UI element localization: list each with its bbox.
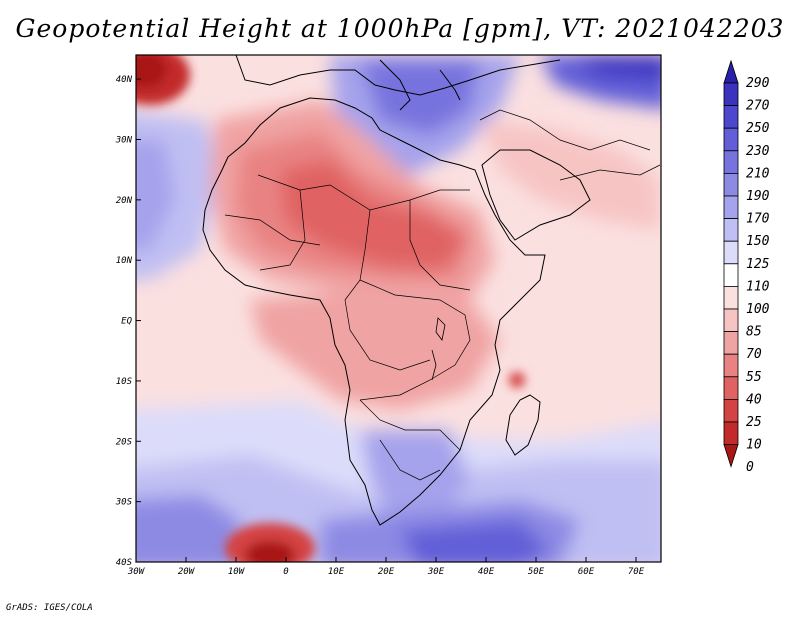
colorbar-label: 250 <box>746 121 770 136</box>
colorbar-segment <box>723 150 739 174</box>
lat-label: 10N <box>116 256 133 266</box>
colorbar-label: 290 <box>746 76 770 91</box>
colorbar-label: 85 <box>746 325 762 340</box>
lon-label: 10W <box>228 567 246 577</box>
lat-label: 20N <box>116 196 133 206</box>
lon-label: 30W <box>127 567 146 577</box>
colorbar-segment <box>723 285 739 310</box>
colorbar-segment <box>723 398 739 423</box>
lon-label: 10E <box>328 567 345 577</box>
height-field <box>136 55 661 562</box>
lat-label: 40N <box>116 75 133 85</box>
lat-label: 10S <box>116 377 133 387</box>
lon-label: 20E <box>378 567 395 577</box>
lat-label: 40S <box>116 558 133 568</box>
lon-label: 40E <box>478 567 495 577</box>
colorbar-segment <box>723 263 739 287</box>
lat-label: 30N <box>115 136 133 146</box>
colorbar-label: 55 <box>746 370 762 385</box>
colorbar-segment <box>723 376 739 400</box>
lon-label: 0 <box>283 567 288 577</box>
colorbar-top-arrow <box>723 59 739 84</box>
colorbar-segment <box>723 127 739 152</box>
colorbar-segment <box>723 353 739 378</box>
colorbar-label: 110 <box>746 279 770 294</box>
colorbar-segment <box>723 421 739 446</box>
longitude-axis: 30W 20W 10W 0 10E 20E 30E 40E 50E 60E 70E <box>127 557 645 577</box>
colorbar-label: 25 <box>746 415 762 430</box>
lat-label: 20S <box>116 437 133 447</box>
colorbar-label: 125 <box>746 257 770 272</box>
colorbar-label: 190 <box>746 189 770 204</box>
colorbar-label: 70 <box>746 347 762 362</box>
lat-label: EQ <box>121 317 132 327</box>
lon-label: 60E <box>578 567 595 577</box>
colorbar-label: 270 <box>746 99 770 114</box>
colorbar-label: 0 <box>746 460 754 475</box>
colorbar-segment <box>723 195 739 220</box>
colorbar-segment <box>723 331 739 355</box>
colorbar-label: 100 <box>746 302 770 317</box>
lon-label: 50E <box>528 567 545 577</box>
colorbar-segment <box>723 172 739 197</box>
chart-title: Geopotential Height at 1000hPa [gpm], VT… <box>15 14 785 43</box>
lon-label: 20W <box>178 567 196 577</box>
colorbar: 2902702502302101901701501251101008570554… <box>723 59 770 475</box>
colorbar-segment <box>723 218 739 242</box>
map-frame <box>135 54 662 563</box>
colorbar-segment <box>723 240 739 265</box>
lon-label: 70E <box>628 567 645 577</box>
lon-label: 30E <box>427 567 445 577</box>
colorbar-label: 40 <box>746 392 762 407</box>
colorbar-segment <box>723 82 739 107</box>
lat-label: 30S <box>115 498 133 508</box>
colorbar-label: 10 <box>746 438 762 453</box>
colorbar-label: 150 <box>746 234 770 249</box>
colorbar-label: 210 <box>746 166 770 181</box>
colorbar-segment <box>723 105 739 129</box>
colorbar-label: 230 <box>746 144 770 159</box>
colorbar-label: 170 <box>746 212 770 227</box>
colorbar-bottom-arrow <box>723 444 739 468</box>
colorbar-segment <box>723 308 739 333</box>
credit-label: GrADS: IGES/COLA <box>6 603 93 613</box>
coastlines <box>202 55 661 526</box>
latitude-axis: 40N 30N 20N 10N EQ 10S 20S 30S 40S <box>115 75 141 568</box>
